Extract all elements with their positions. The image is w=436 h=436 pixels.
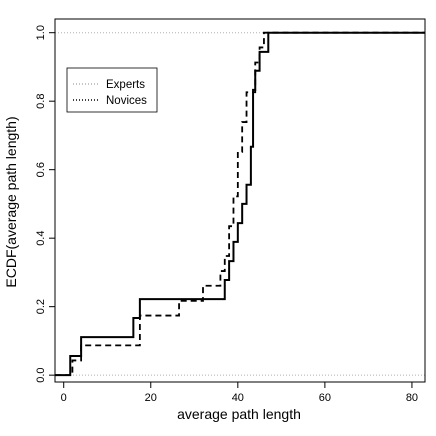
y-tick-label: 0.0 bbox=[35, 368, 47, 383]
legend-label-experts: Experts bbox=[106, 79, 145, 91]
y-tick-label: 0.2 bbox=[35, 299, 47, 314]
y-tick-label: 1.0 bbox=[35, 25, 47, 40]
x-tick-label: 20 bbox=[145, 392, 157, 404]
y-tick-label: 0.6 bbox=[35, 162, 47, 177]
y-tick-label: 0.4 bbox=[35, 231, 47, 246]
x-tick-label: 80 bbox=[406, 392, 418, 404]
legend-label-novices: Novices bbox=[106, 95, 147, 107]
plot-frame bbox=[54, 18, 426, 383]
x-axis: 0 20 40 60 80 bbox=[61, 382, 418, 404]
x-axis-title: average path length bbox=[177, 406, 301, 422]
y-axis: 0.0 0.2 0.4 0.6 0.8 1.0 bbox=[35, 25, 55, 383]
legend: Experts Novices bbox=[66, 67, 158, 113]
x-tick-label: 40 bbox=[232, 392, 244, 404]
x-tick-label: 60 bbox=[319, 392, 331, 404]
series-layer bbox=[55, 31, 425, 377]
y-axis-title: ECDF(average path length) bbox=[3, 116, 19, 287]
x-tick-label: 0 bbox=[61, 392, 67, 404]
legend-box bbox=[66, 67, 158, 113]
y-tick-label: 0.8 bbox=[35, 94, 47, 109]
